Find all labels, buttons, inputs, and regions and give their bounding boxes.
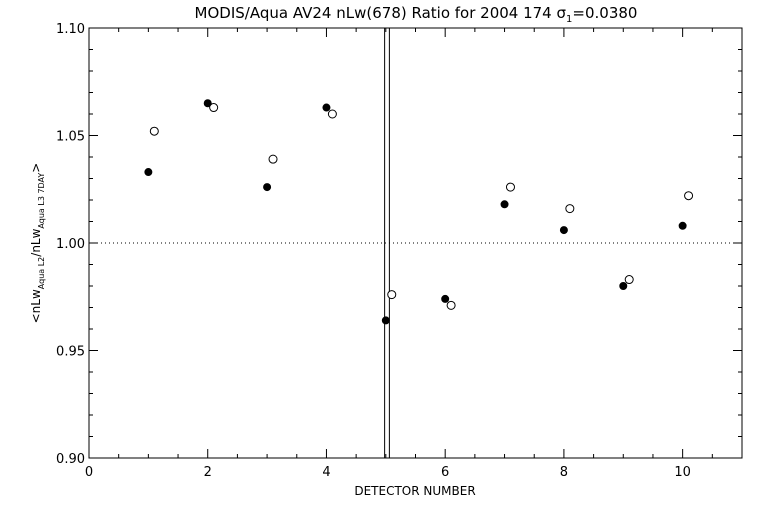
x-axis-ticks: 0 2 4 6 8 10 (85, 28, 743, 480)
y-axis-label-sub2: Aqua L3 7DAY (37, 173, 46, 229)
y-axis-label-open: <nLw (29, 289, 43, 323)
vertical-lines-layer (384, 28, 390, 458)
y-tick-label: 1.05 (56, 130, 85, 145)
filled-point-4 (381, 316, 390, 325)
filled-point-9 (678, 221, 687, 230)
filled-point-7 (559, 226, 568, 235)
y-tick-label: 1.00 (56, 237, 85, 252)
x-axis-label: DETECTOR NUMBER (354, 484, 475, 498)
open-point-6 (505, 182, 515, 192)
y-tick-label: 0.95 (56, 345, 85, 360)
open-point-1 (209, 103, 219, 113)
x-tick-label: 6 (441, 465, 449, 480)
filled-point-6 (500, 200, 509, 209)
x-tick-label: 2 (204, 465, 212, 480)
open-point-4 (387, 290, 397, 300)
y-axis-label: <nLwAqua L2/nLwAqua L3 7DAY> (29, 163, 46, 324)
filled-point-1 (203, 99, 212, 108)
filled-point-5 (441, 294, 450, 303)
chart-title-value: =0.0380 (572, 4, 637, 22)
x-tick-label: 4 (322, 465, 330, 480)
chart-title: MODIS/Aqua AV24 nLw(678) Ratio for 2004 … (195, 4, 638, 25)
y-axis-ticks: 0.90 0.95 1.00 1.05 1.10 (56, 22, 742, 467)
x-tick-label: 0 (85, 465, 93, 480)
filled-point-2 (263, 183, 272, 192)
open-point-0 (149, 126, 159, 136)
x-tick-label: 8 (560, 465, 568, 480)
open-point-2 (268, 154, 278, 164)
filled-point-8 (619, 282, 628, 290)
plot-frame (88, 27, 743, 459)
y-axis-label-mid: /nLw (29, 228, 43, 256)
y-tick-label: 1.10 (56, 22, 85, 37)
open-point-7 (565, 204, 575, 214)
filled-point-3 (322, 103, 331, 112)
filled-point-0 (144, 168, 153, 177)
y-axis-label-sub1: Aqua L2 (37, 257, 46, 289)
open-point-8 (624, 275, 634, 285)
y-tick-label: 0.90 (56, 452, 85, 467)
open-point-5 (446, 300, 456, 310)
chart-title-subscript: 1 (566, 14, 572, 25)
open-point-3 (327, 109, 337, 119)
data-points-layer (144, 99, 694, 325)
open-point-9 (684, 191, 694, 201)
x-tick-label: 10 (674, 465, 691, 480)
y-axis-label-close: > (29, 163, 43, 173)
chart-title-main: MODIS/Aqua AV24 nLw(678) Ratio for 2004 … (195, 4, 567, 22)
